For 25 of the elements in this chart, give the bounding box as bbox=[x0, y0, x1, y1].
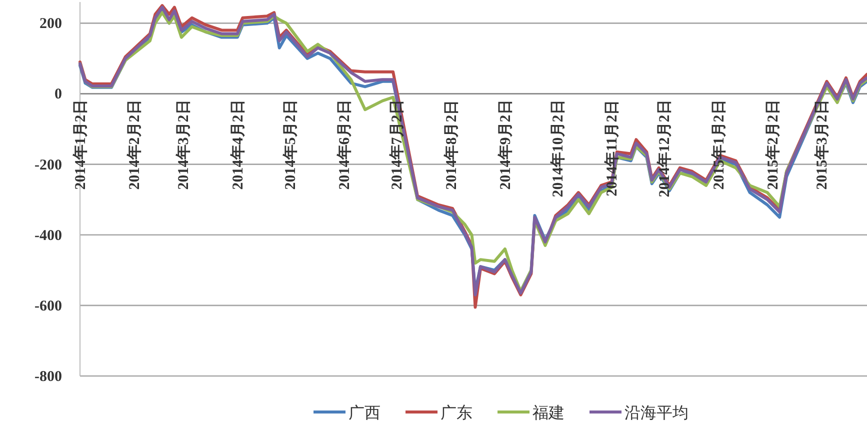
x-tick-label: 2014年9月2日 bbox=[496, 100, 514, 190]
x-tick-label: 2014年2月2日 bbox=[126, 100, 144, 190]
y-tick-label: 0 bbox=[54, 86, 62, 103]
x-tick-label: 2014年12月2日 bbox=[656, 100, 674, 198]
x-tick-label: 2014年4月2日 bbox=[229, 100, 246, 190]
x-tick-label: 2014年10月2日 bbox=[549, 100, 566, 198]
y-tick-label: 200 bbox=[40, 16, 62, 32]
x-tick-label: 2015年3月2日 bbox=[814, 100, 831, 190]
x-tick-label: 2014年8月2日 bbox=[442, 100, 460, 190]
x-tick-label: 2014年11月2日 bbox=[604, 100, 621, 196]
x-tick-label: 2014年1月2日 bbox=[72, 100, 89, 190]
y-tick-label: -400 bbox=[34, 228, 62, 244]
x-tick-label: 2015年2月2日 bbox=[764, 100, 782, 190]
x-tick-label: 2014年5月2日 bbox=[282, 100, 299, 190]
x-tick-label: 2015年1月2日 bbox=[710, 100, 728, 190]
legend-label: 福建 bbox=[532, 403, 564, 422]
x-tick-label: 2014年3月2日 bbox=[175, 100, 192, 190]
x-tick-label: 2014年6月2日 bbox=[336, 100, 354, 190]
legend-label: 沿海平均 bbox=[624, 403, 688, 422]
y-tick-label: -800 bbox=[34, 369, 62, 385]
x-tick-label: 2014年7月2日 bbox=[388, 100, 406, 190]
y-tick-label: -600 bbox=[34, 298, 62, 314]
legend-label: 广西 bbox=[348, 403, 380, 422]
y-tick-label: -200 bbox=[34, 157, 62, 174]
legend-label: 广东 bbox=[440, 403, 472, 422]
